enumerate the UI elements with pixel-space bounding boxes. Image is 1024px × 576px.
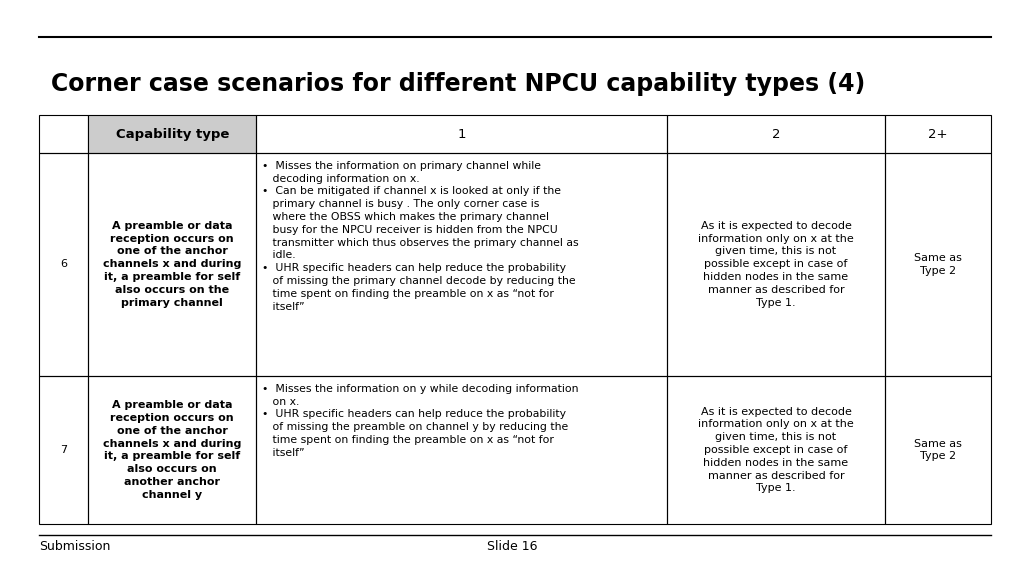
Text: Same as
Type 2: Same as Type 2 [914,253,962,276]
Bar [256,376,668,524]
Bar [88,376,256,524]
Bar [885,153,991,376]
Bar [39,115,88,153]
Bar [668,376,885,524]
Text: 1: 1 [458,127,466,141]
Bar [88,153,256,376]
Text: As it is expected to decode
information only on x at the
given time, this is not: As it is expected to decode information … [698,407,854,493]
Text: Slide 16: Slide 16 [486,540,538,554]
Text: 2: 2 [772,127,780,141]
Text: •  Misses the information on primary channel while
   decoding information on x.: • Misses the information on primary chan… [262,161,579,312]
Text: A preamble or data
reception occurs on
one of the anchor
channels x and during
i: A preamble or data reception occurs on o… [103,400,242,500]
Text: •  Misses the information on y while decoding information
   on x.
•  UHR specif: • Misses the information on y while deco… [262,384,579,458]
Text: Capability type: Capability type [116,127,229,141]
Text: Submission: Submission [39,540,111,554]
Bar [885,376,991,524]
Bar [39,376,88,524]
Bar [256,153,668,376]
Text: 6: 6 [60,259,68,269]
Text: 2+: 2+ [928,127,947,141]
Text: A preamble or data
reception occurs on
one of the anchor
channels x and during
i: A preamble or data reception occurs on o… [103,221,242,308]
Bar [39,153,88,376]
Text: Same as
Type 2: Same as Type 2 [914,438,962,461]
Bar [668,153,885,376]
Text: 7: 7 [60,445,68,455]
Bar [88,115,256,153]
Bar [668,115,885,153]
Text: As it is expected to decode
information only on x at the
given time, this is not: As it is expected to decode information … [698,221,854,308]
Text: Corner case scenarios for different NPCU capability types (4): Corner case scenarios for different NPCU… [51,72,865,96]
Bar [256,115,668,153]
Bar [885,115,991,153]
